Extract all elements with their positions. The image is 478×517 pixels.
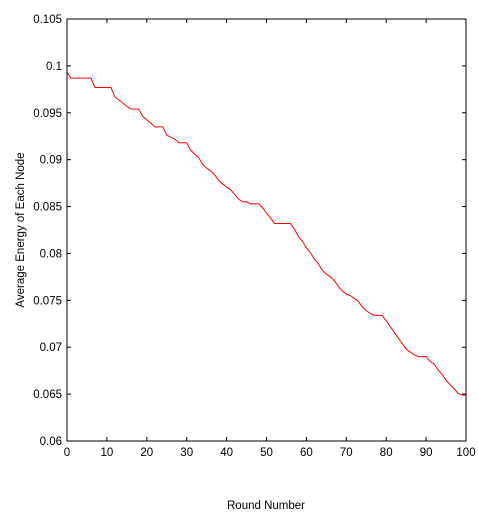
x-tick-label: 0	[64, 447, 70, 459]
ticks-layer: 0 10 20 30 40 50 60 70 80 90 100 0.06 0.065 0.07 0.075…	[33, 14, 475, 459]
x-tick-label: 10	[101, 447, 114, 459]
y-tick-label: 0.105	[33, 14, 62, 26]
x-tick-label: 60	[300, 447, 313, 459]
x-tick-label: 100	[456, 447, 475, 459]
y-axis-label: Average Energy of Each Node	[15, 152, 27, 307]
x-tick-label: 40	[220, 447, 233, 459]
y-tick-label: 0.09	[40, 155, 62, 167]
series-layer	[66, 72, 466, 396]
x-tick-label: 30	[180, 447, 193, 459]
x-tick-label: 50	[260, 447, 273, 459]
y-tick-label: 0.07	[40, 342, 62, 354]
y-tick-label: 0.085	[33, 202, 62, 214]
y-tick-label: 0.065	[33, 389, 62, 401]
y-tick-label: 0.075	[33, 295, 62, 307]
x-tick-label: 20	[140, 447, 153, 459]
x-tick-label: 80	[380, 447, 393, 459]
x-axis-label: Round Number	[227, 500, 305, 512]
x-tick-label: 70	[340, 447, 353, 459]
y-tick-label: 0.06	[40, 436, 62, 448]
series-line-0	[66, 72, 466, 396]
y-tick-label: 0.08	[40, 248, 62, 260]
y-tick-label: 0.095	[33, 108, 62, 120]
x-tick-label: 90	[420, 447, 433, 459]
y-tick-label: 0.1	[46, 61, 62, 73]
plot-area-frame	[66, 18, 467, 442]
